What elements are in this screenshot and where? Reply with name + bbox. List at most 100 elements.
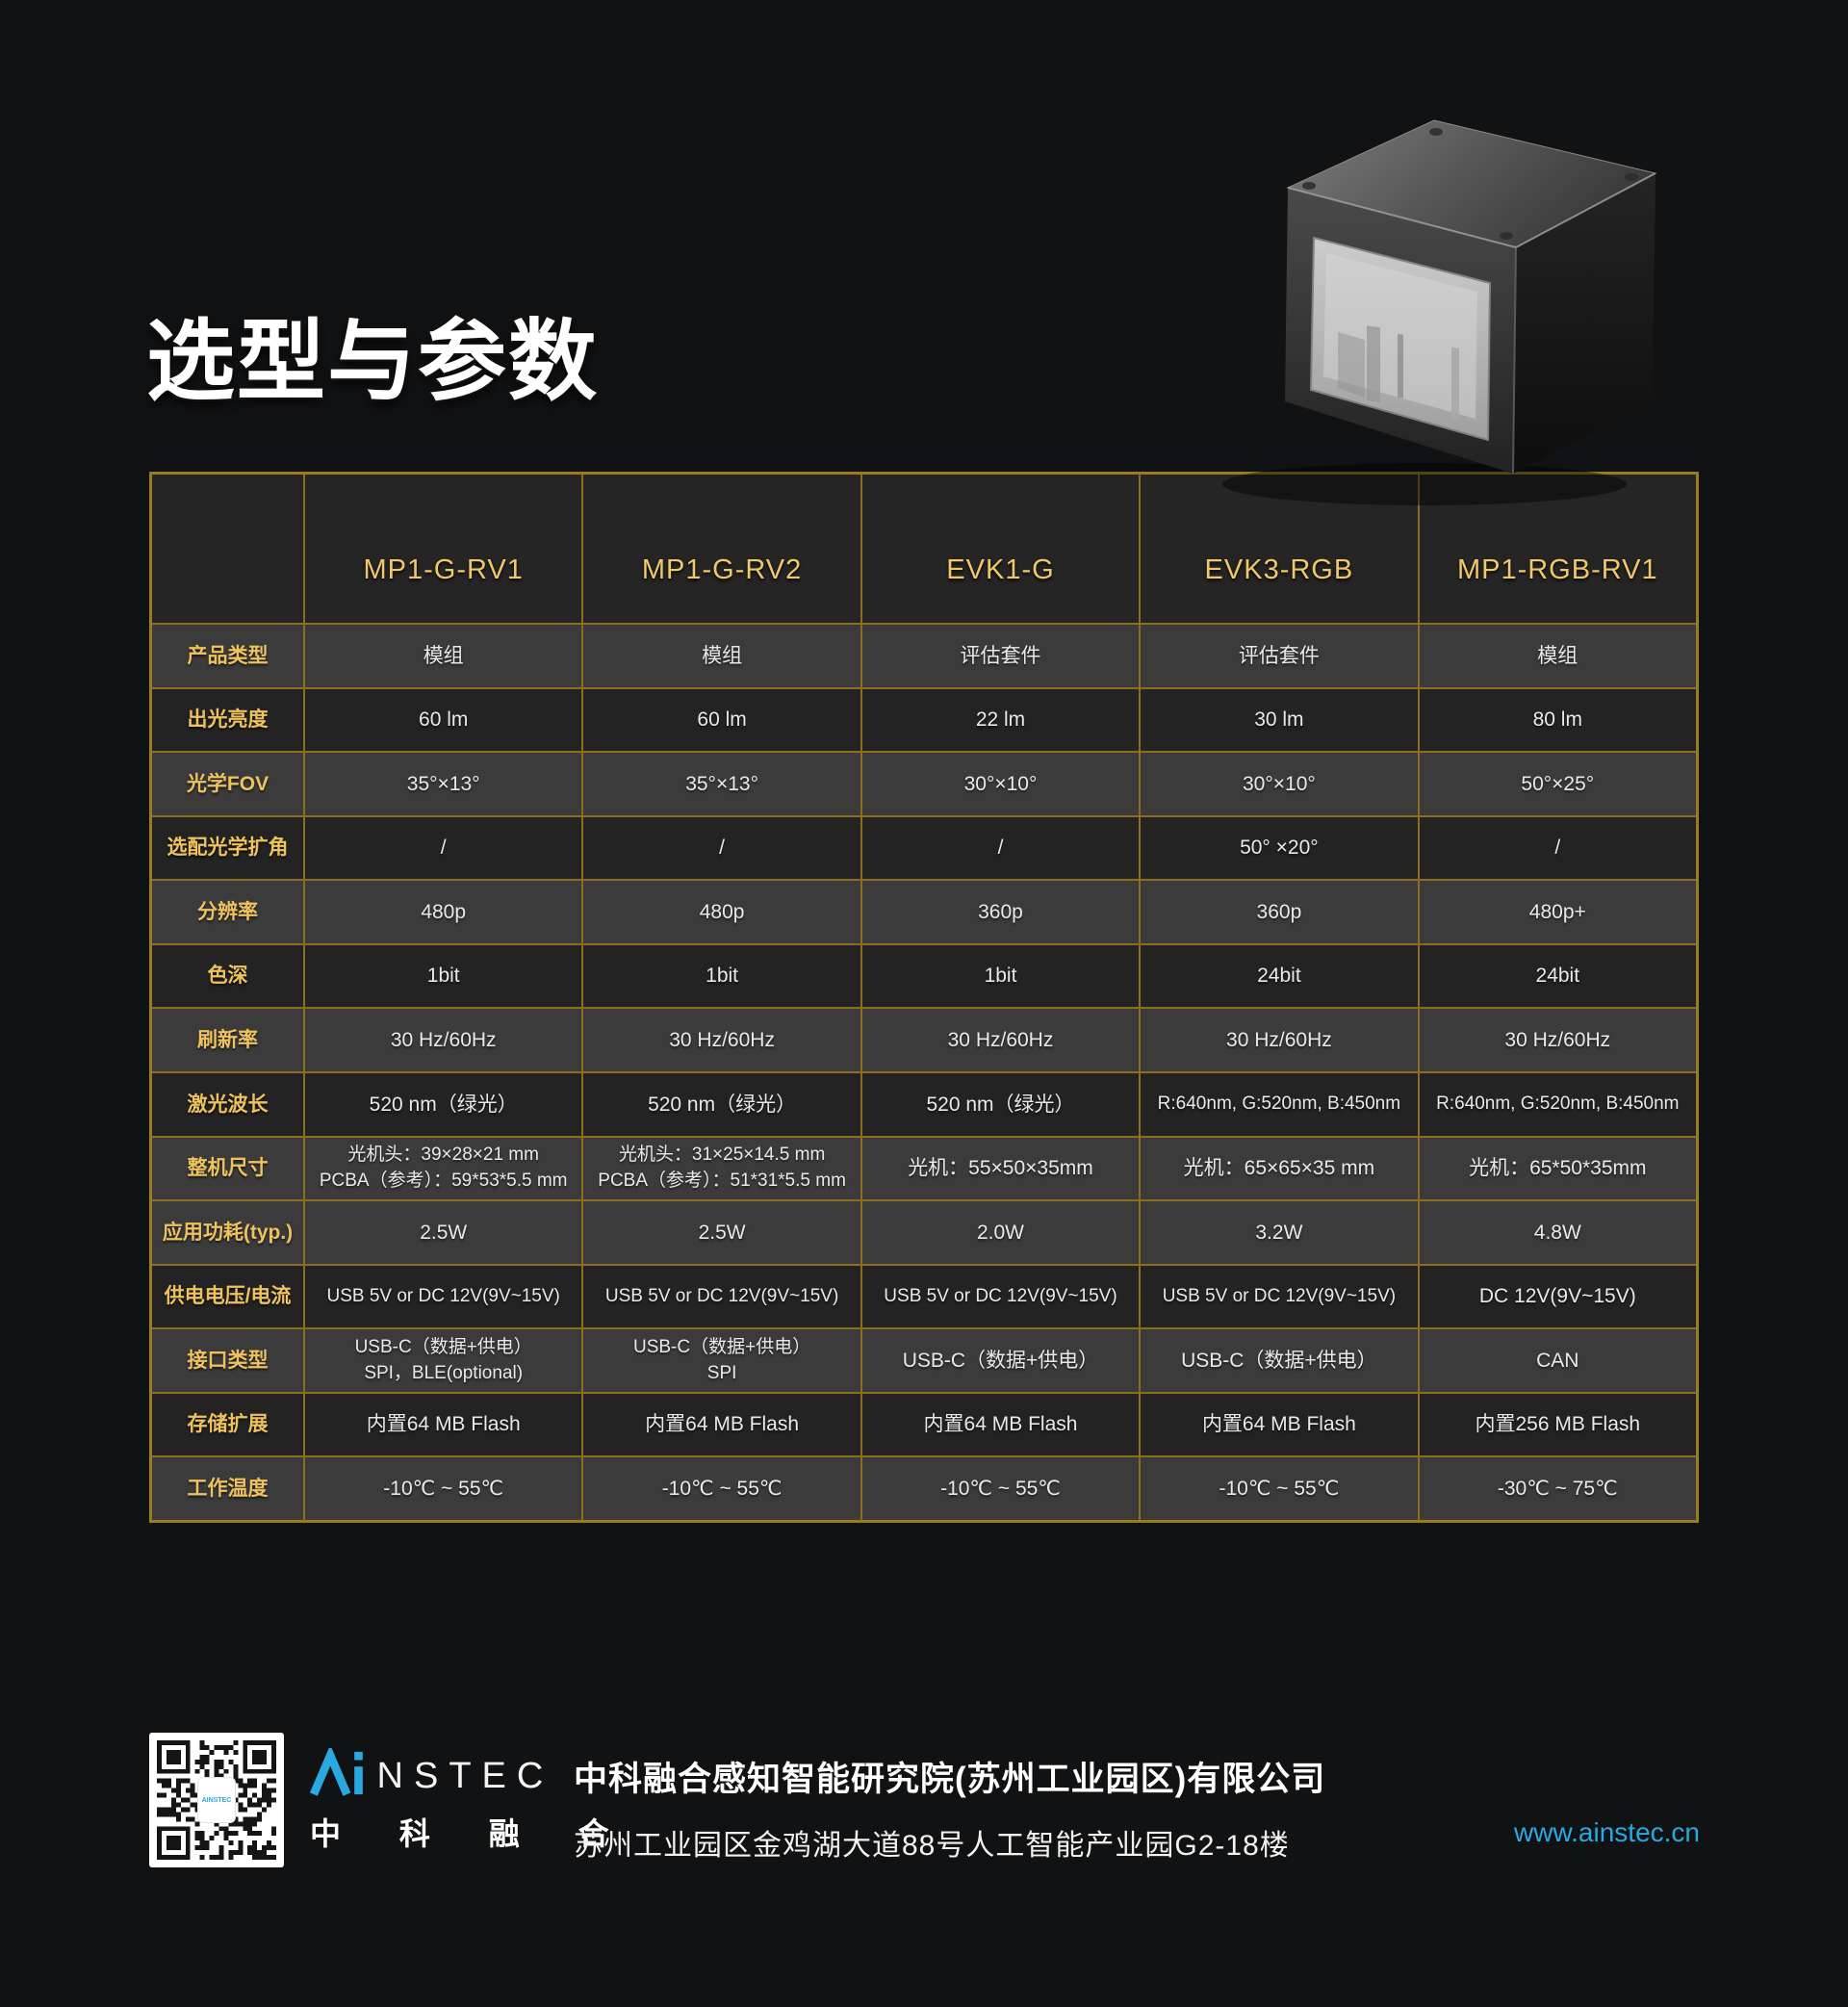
spec-cell: CAN	[1419, 1329, 1696, 1392]
spec-cell: 内置64 MB Flash	[583, 1393, 860, 1456]
spec-cell: 480p	[583, 881, 860, 943]
column-header: EVK3-RGB	[1141, 475, 1418, 623]
row-label: 应用功耗(typ.)	[152, 1201, 303, 1264]
qr-center-logo: AINSTEC	[197, 1777, 236, 1823]
spec-cell: USB 5V or DC 12V(9V~15V)	[861, 1265, 1140, 1328]
spec-cell: USB 5V or DC 12V(9V~15V)	[305, 1265, 582, 1328]
spec-cell: 评估套件	[861, 625, 1140, 687]
spec-cell: 24bit	[1141, 944, 1418, 1008]
spec-cell: 30 lm	[1141, 688, 1418, 752]
page-title: 选型与参数	[146, 313, 600, 411]
company-address: 苏州工业园区金鸡湖大道88号人工智能产业园G2-18楼	[574, 1830, 1290, 1862]
spec-cell: USB-C（数据+供电）	[861, 1329, 1140, 1392]
spec-cell: 2.5W	[305, 1201, 582, 1264]
spec-cell: 35°×13°	[583, 753, 860, 815]
column-header: MP1-G-RV1	[305, 475, 582, 623]
row-label: 出光亮度	[152, 688, 303, 752]
spec-cell: 520 nm（绿光）	[861, 1072, 1140, 1136]
spec-cell: USB-C（数据+供电）	[1141, 1329, 1418, 1392]
company-info: 中科融合感知智能研究院(苏州工业园区)有限公司 苏州工业园区金鸡湖大道88号人工…	[574, 1752, 1325, 1864]
ainstec-logo-wordmark: NSTEC	[376, 1756, 554, 1797]
spec-cell: DC 12V(9V~15V)	[1419, 1265, 1696, 1328]
spec-cell: 1bit	[861, 944, 1140, 1008]
spec-cell: 光机：55×50×35mm	[861, 1137, 1140, 1200]
spec-cell: R:640nm, G:520nm, B:450nm	[1141, 1072, 1418, 1136]
ainstec-logo-top: NSTEC	[310, 1748, 634, 1796]
spec-cell: /	[1419, 816, 1696, 880]
spec-cell: 50°×25°	[1419, 753, 1696, 815]
spec-cell: 1bit	[305, 944, 582, 1008]
spec-cell: R:640nm, G:520nm, B:450nm	[1419, 1072, 1696, 1136]
qr-code-image	[157, 1740, 276, 1860]
spec-cell: 60 lm	[305, 688, 582, 752]
column-header: EVK1-G	[861, 475, 1140, 623]
row-label: 供电电压/电流	[152, 1265, 303, 1328]
row-label: 选配光学扩角	[152, 816, 303, 880]
spec-cell: 480p+	[1419, 881, 1696, 943]
table-corner-cell	[152, 475, 303, 623]
row-label: 色深	[152, 944, 303, 1008]
spec-cell: 内置64 MB Flash	[861, 1393, 1140, 1456]
spec-cell: -10℃ ~ 55℃	[305, 1457, 582, 1520]
spec-cell: 内置64 MB Flash	[305, 1393, 582, 1456]
column-header: MP1-G-RV2	[583, 475, 860, 623]
spec-cell: 35°×13°	[305, 753, 582, 815]
spec-cell: USB 5V or DC 12V(9V~15V)	[1141, 1265, 1418, 1328]
spec-cell: 30°×10°	[1141, 753, 1418, 815]
spec-table: MP1-G-RV1 MP1-G-RV2 EVK1-G EVK3-RGB MP1-RGB-…	[149, 472, 1699, 1523]
spec-cell: 30 Hz/60Hz	[583, 1009, 860, 1071]
spec-cell: 3.2W	[1141, 1201, 1418, 1264]
spec-cell: 80 lm	[1419, 688, 1696, 752]
column-header: MP1-RGB-RV1	[1419, 475, 1696, 623]
ainstec-logo-chinese: 中 科 融 合	[310, 1816, 634, 1851]
spec-cell: -10℃ ~ 55℃	[1141, 1457, 1418, 1520]
company-name: 中科融合感知智能研究院(苏州工业园区)有限公司	[574, 1761, 1326, 1798]
spec-cell: 22 lm	[861, 688, 1140, 752]
spec-cell: 50° ×20°	[1141, 816, 1418, 880]
row-label: 整机尺寸	[152, 1137, 303, 1200]
row-label: 工作温度	[152, 1457, 303, 1520]
spec-cell: 520 nm（绿光）	[305, 1072, 582, 1136]
spec-cell: -10℃ ~ 55℃	[861, 1457, 1140, 1520]
spec-cell: 30°×10°	[861, 753, 1140, 815]
spec-cell: -10℃ ~ 55℃	[583, 1457, 860, 1520]
spec-cell: 360p	[861, 881, 1140, 943]
spec-cell: 30 Hz/60Hz	[305, 1009, 582, 1071]
spec-cell: /	[583, 816, 860, 880]
spec-cell: 30 Hz/60Hz	[1141, 1009, 1418, 1071]
row-label: 激光波长	[152, 1072, 303, 1136]
spec-cell: 光机头：31×25×14.5 mm PCBA（参考）：51*31*5.5 mm	[583, 1137, 860, 1200]
spec-cell: -30℃ ~ 75℃	[1419, 1457, 1696, 1520]
spec-cell: 360p	[1141, 881, 1418, 943]
row-label: 产品类型	[152, 625, 303, 687]
spec-cell: 内置64 MB Flash	[1141, 1393, 1418, 1456]
spec-cell: /	[861, 816, 1140, 880]
ainstec-ai-mark-icon	[310, 1748, 363, 1796]
row-label: 刷新率	[152, 1009, 303, 1071]
product-box-image	[1222, 119, 1657, 505]
row-label: 接口类型	[152, 1329, 303, 1392]
spec-cell: 光机头：39×28×21 mm PCBA（参考）：59*53*5.5 mm	[305, 1137, 582, 1200]
spec-cell: 2.5W	[583, 1201, 860, 1264]
spec-cell: 4.8W	[1419, 1201, 1696, 1264]
spec-cell: 评估套件	[1141, 625, 1418, 687]
row-label: 光学FOV	[152, 753, 303, 815]
ainstec-logo: NSTEC 中 科 融 合	[310, 1748, 634, 1854]
qr-code: AINSTEC	[149, 1733, 284, 1867]
spec-cell: 2.0W	[861, 1201, 1140, 1264]
spec-cell: 480p	[305, 881, 582, 943]
spec-cell: 模组	[305, 625, 582, 687]
row-label: 分辨率	[152, 881, 303, 943]
spec-cell: USB-C（数据+供电） SPI，BLE(optional)	[305, 1329, 582, 1392]
row-label: 存储扩展	[152, 1393, 303, 1456]
spec-cell: USB 5V or DC 12V(9V~15V)	[583, 1265, 860, 1328]
spec-cell: 模组	[583, 625, 860, 687]
website-link[interactable]: www.ainstec.cn	[1514, 1817, 1700, 1847]
spec-cell: 1bit	[583, 944, 860, 1008]
spec-cell: USB-C（数据+供电） SPI	[583, 1329, 860, 1392]
spec-cell: 24bit	[1419, 944, 1696, 1008]
spec-cell: 30 Hz/60Hz	[1419, 1009, 1696, 1071]
spec-cell: 内置256 MB Flash	[1419, 1393, 1696, 1456]
spec-cell: 光机：65×65×35 mm	[1141, 1137, 1418, 1200]
spec-cell: 60 lm	[583, 688, 860, 752]
